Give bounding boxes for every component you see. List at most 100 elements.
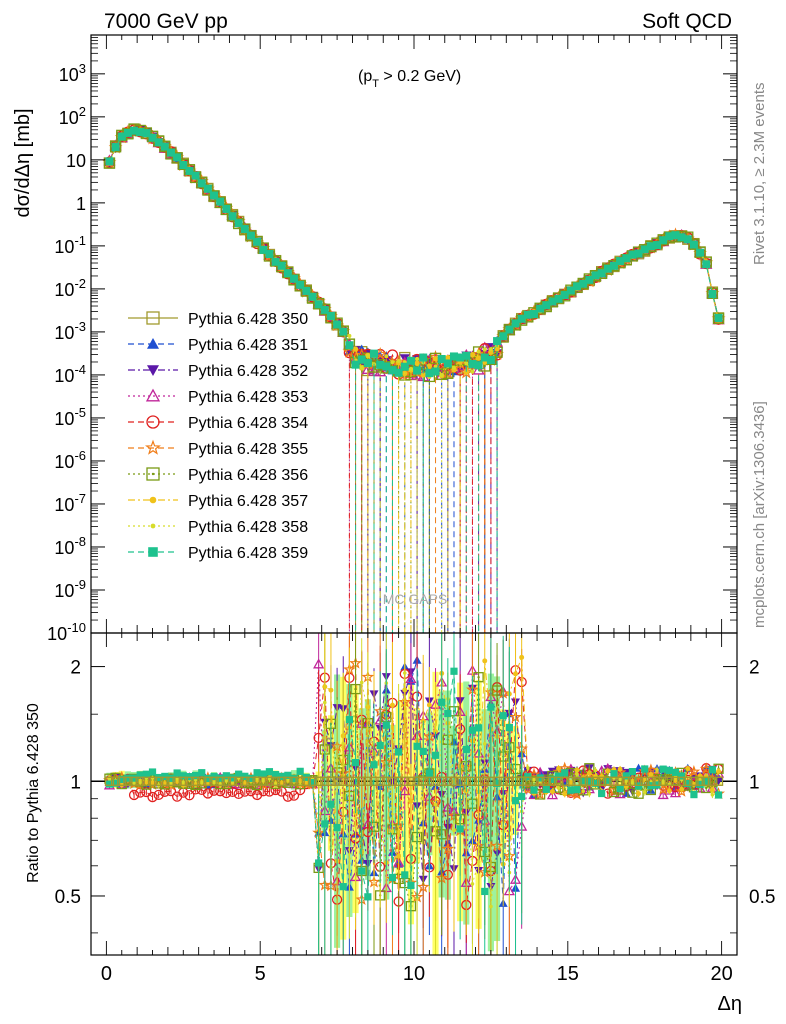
legend-swatch-marker bbox=[146, 311, 160, 325]
ratio-series-8-point bbox=[138, 780, 143, 785]
ratio-series-9-point bbox=[641, 765, 649, 773]
bottom-x-tick-label: 10 bbox=[403, 963, 425, 985]
ratio-series-0-point bbox=[535, 776, 545, 786]
bottom-y-tick-label: 2 bbox=[70, 658, 81, 679]
legend-swatch-marker bbox=[146, 415, 160, 429]
series-6-point bbox=[245, 230, 257, 242]
series-8-point bbox=[439, 373, 444, 378]
series-9-point bbox=[173, 153, 182, 162]
ratio-series-7-point bbox=[513, 671, 518, 677]
series-9-point bbox=[413, 366, 422, 375]
bottom-y-axis-label: Ratio to Pythia 6.428 350 bbox=[25, 703, 42, 883]
ratio-series-9-point bbox=[345, 716, 353, 724]
ratio-series-7-point bbox=[549, 789, 555, 794]
ratio-series-0-point bbox=[393, 776, 404, 786]
ratio-series-9-point bbox=[179, 772, 187, 780]
ratio-series-8-point bbox=[212, 780, 216, 785]
ratio-series-9-point bbox=[659, 765, 667, 773]
ratio-series-0-point bbox=[301, 776, 311, 786]
legend: Pythia 6.428 350 Pythia 6.428 351 Pythia 6… bbox=[128, 311, 308, 562]
ratio-series-4-point bbox=[128, 789, 140, 801]
ratio-series-9-point bbox=[308, 779, 317, 787]
ratio-series-9-point bbox=[241, 772, 249, 780]
series-9-point bbox=[696, 248, 705, 257]
ratio-series-0-point bbox=[664, 776, 674, 786]
ratio-series-0-point bbox=[172, 776, 182, 786]
series-8-point bbox=[408, 367, 413, 372]
ratio-series-0-point bbox=[541, 776, 551, 786]
ratio-series-9-point bbox=[112, 779, 120, 787]
series-9-point bbox=[616, 257, 625, 266]
series-6-point bbox=[269, 255, 282, 267]
ratio-series-9-point bbox=[204, 774, 212, 783]
series-9-point bbox=[210, 191, 219, 200]
ratio-series-9-point bbox=[278, 772, 286, 780]
ratio-series-9-point bbox=[401, 871, 409, 879]
ratio-series-0-point bbox=[141, 776, 152, 786]
legend-item-9: Pythia 6.428 359 bbox=[128, 545, 308, 562]
ratio-series-9-point bbox=[610, 770, 618, 778]
ratio-series-0-point bbox=[283, 776, 293, 786]
series-9-point bbox=[437, 355, 446, 364]
ratio-series-9-point bbox=[536, 774, 544, 782]
series-9-point bbox=[406, 356, 415, 365]
ratio-series-4-point bbox=[264, 786, 275, 797]
series-9-point bbox=[179, 160, 188, 169]
ratio-series-6-point-dot bbox=[649, 788, 653, 792]
ratio-series-0-point bbox=[369, 776, 379, 786]
series-6-point bbox=[282, 266, 294, 279]
series-9-point bbox=[123, 128, 132, 137]
series-9-point bbox=[302, 286, 311, 295]
top-y-tick-label: 10-5 bbox=[54, 405, 86, 429]
series-8-point bbox=[347, 333, 352, 338]
series-6-point bbox=[196, 177, 208, 189]
ratio-series-7-point bbox=[396, 853, 402, 859]
top-y-tick-label: 10-3 bbox=[54, 319, 86, 343]
ratio-series-9-point bbox=[265, 768, 274, 776]
ratio-series-8-point bbox=[132, 781, 136, 785]
ratio-series-3-point bbox=[399, 785, 411, 796]
ratio-series-6-point-dot bbox=[545, 778, 548, 781]
ratio-series-8-point bbox=[581, 789, 585, 793]
ratio-series-0-point bbox=[400, 776, 410, 786]
bottom-y-tick-label: 1 bbox=[70, 772, 81, 793]
series-9-point bbox=[277, 261, 286, 270]
ratio-series-9-point bbox=[591, 779, 600, 787]
series-9-point bbox=[665, 232, 674, 241]
ratio-series-4-point bbox=[208, 785, 220, 796]
ratio-series-7-point bbox=[297, 778, 303, 784]
series-9-point bbox=[548, 297, 557, 306]
ratio-series-9-point bbox=[271, 771, 280, 779]
legend-swatch-marker bbox=[145, 439, 161, 455]
series-9-point bbox=[480, 353, 489, 362]
ratio-series-6-point-dot bbox=[588, 767, 591, 770]
ratio-series-9-point bbox=[634, 782, 643, 790]
series-9-point bbox=[185, 166, 194, 175]
series-9-point bbox=[425, 369, 434, 378]
series-6-point bbox=[208, 190, 220, 202]
bottom-y-tick-label-right: 2 bbox=[749, 658, 760, 679]
legend-item-5: Pythia 6.428 355 bbox=[128, 439, 308, 458]
ratio-series-0-point bbox=[160, 776, 170, 786]
series-9-point bbox=[529, 310, 538, 319]
ratio-series-4-point bbox=[282, 791, 294, 802]
legend-label: Pythia 6.428 359 bbox=[188, 545, 308, 562]
ratio-series-7-point bbox=[279, 780, 285, 786]
ratio-series-9-point bbox=[185, 773, 194, 781]
ratio-series-9-point bbox=[671, 768, 680, 776]
ratio-series-0-point bbox=[467, 776, 478, 786]
ratio-series-3-point bbox=[313, 658, 325, 669]
ratio-series-8-point bbox=[661, 779, 665, 784]
legend-item-7: Pythia 6.428 357 bbox=[128, 493, 308, 510]
series-9-point bbox=[591, 271, 600, 280]
series-9-point bbox=[154, 138, 163, 147]
ratio-series-0-point bbox=[178, 776, 188, 786]
series-9-point bbox=[462, 351, 471, 360]
ratio-series-9-point bbox=[191, 771, 200, 780]
series-6-point bbox=[220, 203, 233, 216]
series-9-point bbox=[216, 197, 225, 206]
series-9-point bbox=[246, 231, 255, 240]
ratio-series-0-point bbox=[596, 776, 607, 786]
ratio-series-7-point bbox=[556, 765, 562, 771]
series-9-point bbox=[240, 225, 249, 234]
